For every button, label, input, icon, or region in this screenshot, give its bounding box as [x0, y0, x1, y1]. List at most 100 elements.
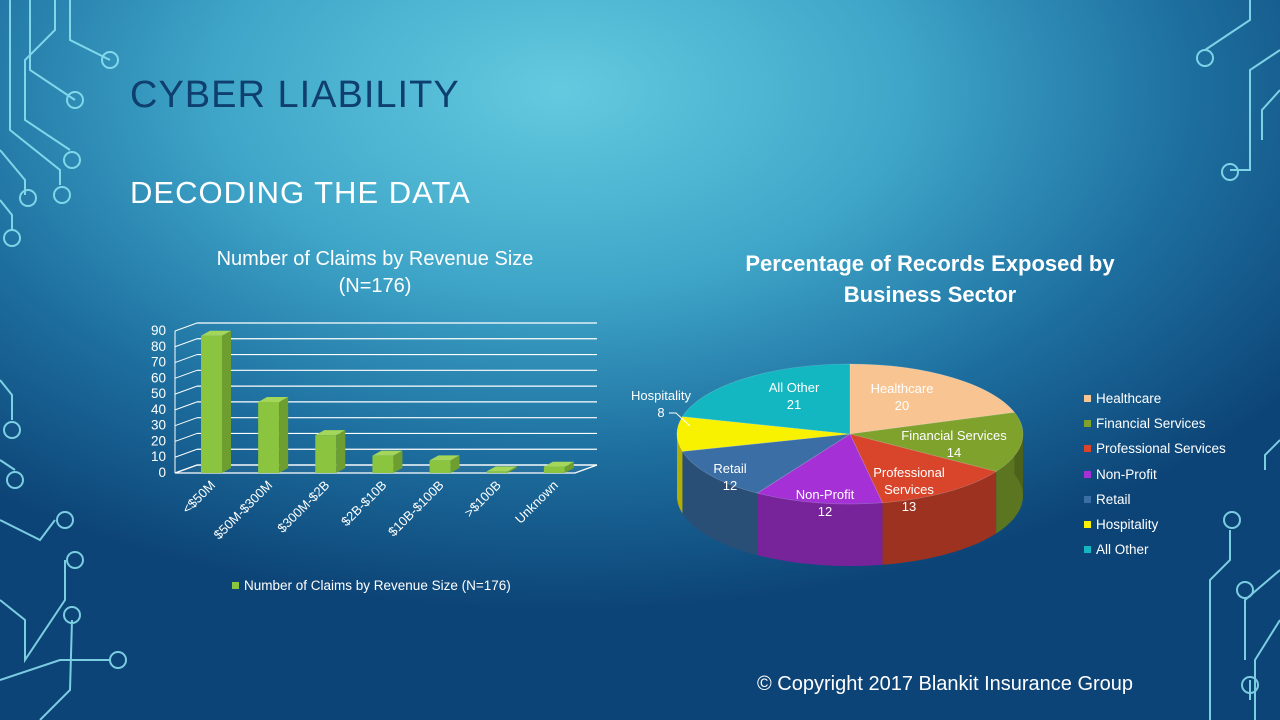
circuit-node	[1221, 163, 1239, 181]
bar-side	[507, 466, 517, 473]
bar-top	[315, 430, 346, 436]
pie-legend-label: Professional Services	[1096, 441, 1226, 457]
pie-side-Non-Profit	[757, 493, 883, 566]
bar-top	[429, 455, 460, 461]
circuit-node	[1223, 511, 1241, 529]
circuit-trace	[0, 459, 110, 720]
y-tick-label: 50	[151, 386, 166, 401]
pie-legend-item: Professional Services	[1084, 436, 1226, 461]
pie-legend-item: All Other	[1084, 537, 1226, 562]
bar-front	[315, 435, 337, 473]
bar-top	[201, 330, 231, 336]
y-tick-label: 20	[151, 433, 166, 448]
bar-front	[258, 402, 280, 473]
circuit-node	[66, 551, 84, 569]
grid-diagonal	[174, 432, 198, 442]
bar-top	[543, 461, 574, 467]
pie-slice-Non-Profit	[756, 433, 883, 505]
legend-swatch	[1084, 546, 1091, 554]
legend-swatch	[1084, 445, 1091, 453]
pie-chart-title: Percentage of Records Exposed by Busines…	[700, 248, 1160, 310]
grid-diagonal	[174, 322, 198, 332]
circuit-node	[109, 651, 127, 669]
bar-chart-title-line-2: (N=176)	[338, 275, 412, 297]
circuit-node	[1236, 581, 1254, 599]
grid-diagonal	[174, 464, 198, 474]
circuit-node	[63, 151, 81, 169]
circuit-node	[19, 189, 37, 207]
pie-slice-Professional Services	[849, 433, 997, 504]
circuit-trace	[1209, 439, 1280, 720]
circuit-node	[63, 606, 81, 624]
grid-diagonal	[174, 417, 198, 427]
bar-side	[393, 450, 403, 473]
bar-side	[450, 455, 460, 473]
grid-diagonal	[174, 369, 198, 379]
circuit-trace	[1204, 0, 1280, 171]
y-tick-label: 60	[151, 370, 166, 385]
pie-data-label: Healthcare 20	[871, 381, 934, 413]
pie-legend-label: Retail	[1096, 491, 1131, 507]
pie-legend-label: Hospitality	[1096, 517, 1159, 533]
circuit-node	[66, 91, 84, 109]
circuit-node	[1196, 49, 1214, 67]
circuit-trace	[29, 0, 111, 101]
y-tick-label: 80	[151, 339, 166, 354]
pie-slice-All Other	[681, 363, 851, 435]
bar->$100B	[486, 466, 517, 473]
bar-chart-legend: Number of Claims by Revenue Size (N=176)	[232, 578, 511, 593]
pie-slice-Retail	[681, 433, 851, 494]
pie-chart-legend: Healthcare Financial Services Professional…	[1084, 386, 1226, 562]
pie-legend-label: Healthcare	[1096, 391, 1162, 407]
pie-data-labels: Healthcare 20 Financial Services 14 Professi…	[631, 380, 1007, 519]
bar-$2B-$10B	[372, 450, 403, 473]
bar-Unknown	[543, 461, 574, 473]
y-tick-label: 40	[151, 402, 166, 417]
bar-side	[222, 330, 231, 473]
legend-swatch	[1084, 495, 1091, 503]
pie-slice-Hospitality	[676, 416, 851, 452]
bar-side	[564, 461, 574, 473]
circuit-node	[53, 186, 71, 204]
bar-chart-title: Number of Claims by Revenue Size (N=176)	[180, 246, 570, 300]
legend-swatch	[1084, 521, 1091, 529]
bar-side	[279, 397, 289, 473]
pie-data-label: Financial Services 14	[901, 428, 1007, 460]
pie-legend-item: Healthcare	[1084, 386, 1226, 411]
circuit-node	[1241, 676, 1259, 694]
pie-data-label: Professional Services 13	[873, 465, 945, 514]
pie-legend-item: Non-Profit	[1084, 462, 1226, 487]
pie-slice-Healthcare	[849, 363, 1016, 435]
legend-swatch	[1084, 395, 1091, 403]
pie-side-Professional Services	[882, 471, 997, 565]
bar-top	[486, 466, 517, 472]
bar-front	[372, 455, 394, 473]
pie-top	[676, 363, 1024, 505]
bar-front	[429, 460, 451, 473]
bar-side	[336, 430, 346, 473]
pie-legend-label: Financial Services	[1096, 416, 1206, 432]
slide-title: CYBER LIABILITY	[130, 74, 460, 116]
grid-diagonal	[174, 401, 198, 411]
pie-data-label: Retail 12	[713, 461, 746, 493]
circuit-trace	[24, 0, 71, 151]
bar-chart-title-line-1: Number of Claims by Revenue Size	[216, 248, 534, 270]
grid-diagonal	[174, 385, 198, 395]
pie-legend-item: Retail	[1084, 487, 1226, 512]
circuit-trace	[0, 199, 13, 230]
copyright-text: © Copyright 2017 Blankit Insurance Group	[757, 673, 1134, 695]
circuit-node	[6, 471, 24, 489]
pie-data-label: Non-Profit 12	[796, 487, 855, 519]
pie-data-label: All Other 21	[769, 380, 820, 412]
circuit-node	[3, 421, 21, 439]
bar-$50M-$300M	[258, 397, 289, 473]
circuit-trace	[0, 379, 13, 420]
grid-diagonal	[174, 338, 198, 348]
pie-legend-label: Non-Profit	[1096, 466, 1157, 482]
pie-slice-Financial Services	[849, 412, 1024, 472]
grid-diagonal	[174, 354, 198, 364]
pie-data-label: Hospitality 8	[631, 388, 691, 420]
y-tick-label: 30	[151, 418, 166, 433]
